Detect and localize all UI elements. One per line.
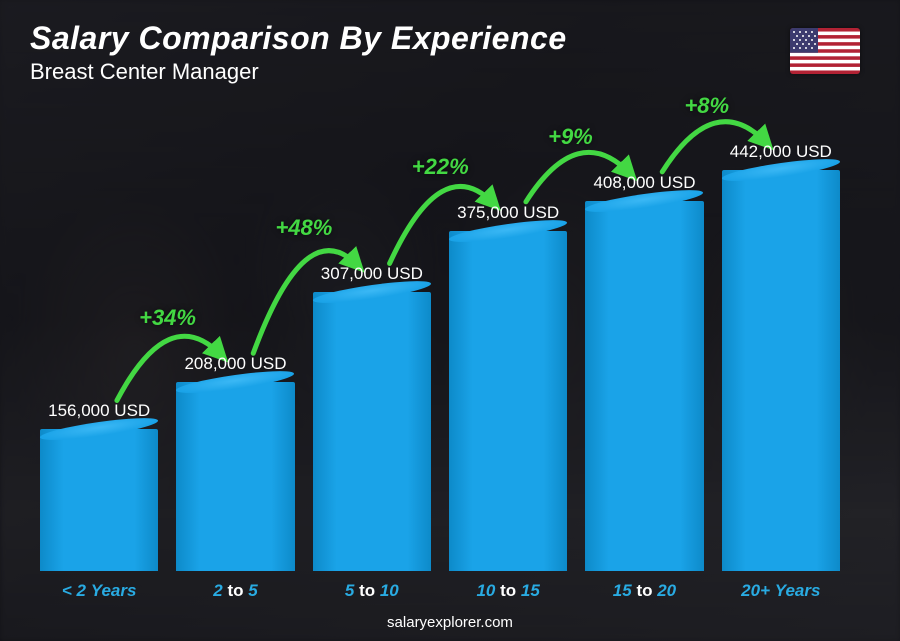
bar-slot: 307,000 USD: [313, 130, 431, 571]
chart-subtitle: Breast Center Manager: [30, 59, 870, 85]
growth-arc-label: +48%: [275, 215, 332, 241]
x-axis: < 2 Years 2 to 5 5 to 10 10 to 15 15 to 20 20…: [40, 581, 840, 601]
x-axis-label: 5 to 10: [313, 581, 431, 601]
bar: [313, 292, 431, 571]
bar: [176, 382, 294, 571]
growth-arc-label: +9%: [548, 124, 593, 150]
bar-slot: 442,000 USD: [722, 130, 840, 571]
footer-attribution: salaryexplorer.com: [0, 614, 900, 631]
growth-arc-label: +8%: [684, 93, 729, 119]
bar: [449, 231, 567, 571]
growth-arc-label: +22%: [412, 154, 469, 180]
bar-slot: 208,000 USD: [176, 130, 294, 571]
x-axis-label: 10 to 15: [449, 581, 567, 601]
bar: [585, 201, 703, 571]
bar-slot: 156,000 USD: [40, 130, 158, 571]
bar-chart: 156,000 USD208,000 USD307,000 USD375,000…: [40, 130, 840, 571]
chart-title: Salary Comparison By Experience: [30, 20, 870, 57]
x-axis-label: 20+ Years: [722, 581, 840, 601]
content-area: Salary Comparison By Experience Breast C…: [0, 0, 900, 641]
x-axis-label: 2 to 5: [176, 581, 294, 601]
bar-slot: 408,000 USD: [585, 130, 703, 571]
country-flag: [790, 28, 860, 74]
bar: [722, 170, 840, 571]
x-axis-label: 15 to 20: [585, 581, 703, 601]
bar-slot: 375,000 USD: [449, 130, 567, 571]
bar: [40, 429, 158, 571]
x-axis-label: < 2 Years: [40, 581, 158, 601]
growth-arc-label: +34%: [139, 305, 196, 331]
